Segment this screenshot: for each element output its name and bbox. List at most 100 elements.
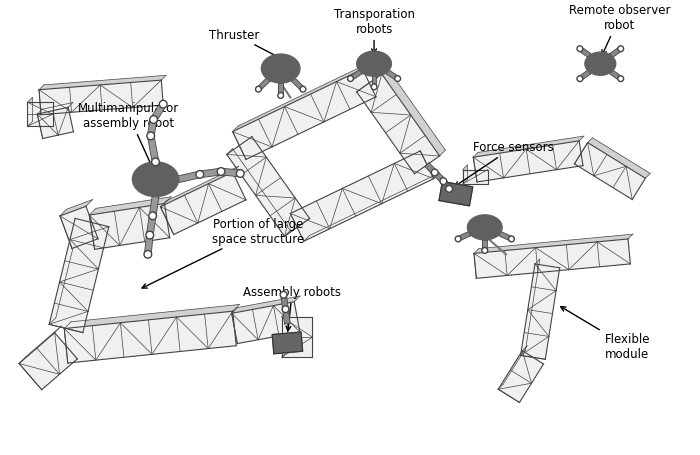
Polygon shape (160, 173, 246, 235)
Circle shape (440, 178, 447, 185)
Circle shape (618, 76, 624, 82)
Polygon shape (474, 239, 631, 279)
Circle shape (160, 101, 167, 109)
Polygon shape (578, 71, 591, 81)
Polygon shape (386, 71, 399, 81)
Ellipse shape (468, 215, 502, 240)
Polygon shape (232, 302, 300, 344)
Circle shape (282, 306, 289, 313)
Polygon shape (473, 137, 584, 158)
Polygon shape (281, 295, 288, 310)
Polygon shape (19, 326, 62, 364)
Polygon shape (150, 103, 166, 122)
Polygon shape (498, 346, 527, 389)
Polygon shape (232, 64, 368, 132)
Text: Thruster: Thruster (209, 29, 281, 60)
Circle shape (256, 87, 261, 93)
Polygon shape (64, 305, 239, 329)
Circle shape (237, 170, 244, 178)
Polygon shape (499, 232, 512, 242)
Text: Assembly robots: Assembly robots (243, 285, 341, 331)
Polygon shape (587, 138, 650, 179)
Ellipse shape (357, 52, 391, 77)
Polygon shape (372, 77, 377, 88)
Polygon shape (521, 259, 540, 356)
Polygon shape (425, 163, 437, 175)
Polygon shape (148, 120, 157, 137)
Polygon shape (39, 81, 163, 116)
Polygon shape (37, 103, 73, 115)
Text: Flexible
module: Flexible module (561, 307, 650, 360)
Circle shape (482, 248, 488, 254)
Polygon shape (281, 317, 312, 358)
Polygon shape (441, 180, 452, 191)
Polygon shape (232, 296, 300, 313)
Polygon shape (474, 235, 633, 254)
Circle shape (217, 168, 225, 176)
Polygon shape (357, 75, 440, 174)
Polygon shape (39, 76, 166, 91)
Polygon shape (19, 333, 77, 390)
Polygon shape (498, 351, 543, 403)
Polygon shape (457, 232, 471, 242)
Polygon shape (610, 48, 622, 58)
Polygon shape (27, 98, 32, 127)
Polygon shape (60, 200, 92, 217)
Circle shape (152, 159, 160, 167)
Ellipse shape (261, 55, 300, 84)
Circle shape (618, 47, 624, 52)
Polygon shape (281, 311, 288, 358)
Circle shape (577, 47, 583, 52)
Polygon shape (64, 312, 236, 363)
Polygon shape (349, 71, 362, 81)
Polygon shape (37, 108, 74, 139)
Polygon shape (304, 173, 440, 242)
Polygon shape (473, 142, 583, 182)
Polygon shape (232, 70, 376, 160)
Circle shape (196, 171, 204, 179)
Polygon shape (227, 137, 309, 237)
Circle shape (395, 76, 400, 82)
Ellipse shape (132, 162, 178, 197)
Polygon shape (610, 71, 622, 81)
Polygon shape (283, 309, 290, 324)
Polygon shape (382, 69, 445, 157)
Circle shape (348, 76, 354, 82)
Polygon shape (220, 169, 241, 177)
Polygon shape (60, 207, 98, 249)
Polygon shape (49, 219, 108, 333)
Polygon shape (279, 84, 283, 96)
Polygon shape (90, 204, 169, 250)
Text: Multimanipulator
assembly robot: Multimanipulator assembly robot (78, 102, 179, 171)
Circle shape (431, 170, 438, 177)
Circle shape (371, 85, 377, 91)
Circle shape (300, 87, 306, 93)
Circle shape (149, 212, 157, 220)
Polygon shape (575, 143, 645, 200)
Polygon shape (149, 197, 159, 217)
Polygon shape (463, 170, 488, 185)
Polygon shape (291, 79, 304, 92)
Polygon shape (463, 166, 468, 185)
Circle shape (147, 133, 155, 141)
Polygon shape (178, 172, 201, 183)
Circle shape (146, 232, 153, 239)
Polygon shape (482, 240, 487, 251)
Circle shape (455, 237, 461, 242)
Polygon shape (290, 152, 434, 242)
Text: Remote observer
robot: Remote observer robot (569, 4, 671, 56)
Circle shape (144, 251, 152, 258)
Polygon shape (521, 264, 560, 359)
Circle shape (577, 76, 583, 82)
Polygon shape (257, 79, 270, 92)
Polygon shape (27, 103, 52, 127)
Polygon shape (146, 216, 156, 236)
Circle shape (509, 237, 514, 242)
Polygon shape (439, 182, 472, 207)
Polygon shape (49, 212, 82, 324)
Polygon shape (272, 332, 302, 354)
Circle shape (278, 93, 284, 99)
Polygon shape (90, 197, 172, 216)
Circle shape (150, 116, 158, 124)
Text: Transporation
robots: Transporation robots (334, 8, 414, 55)
